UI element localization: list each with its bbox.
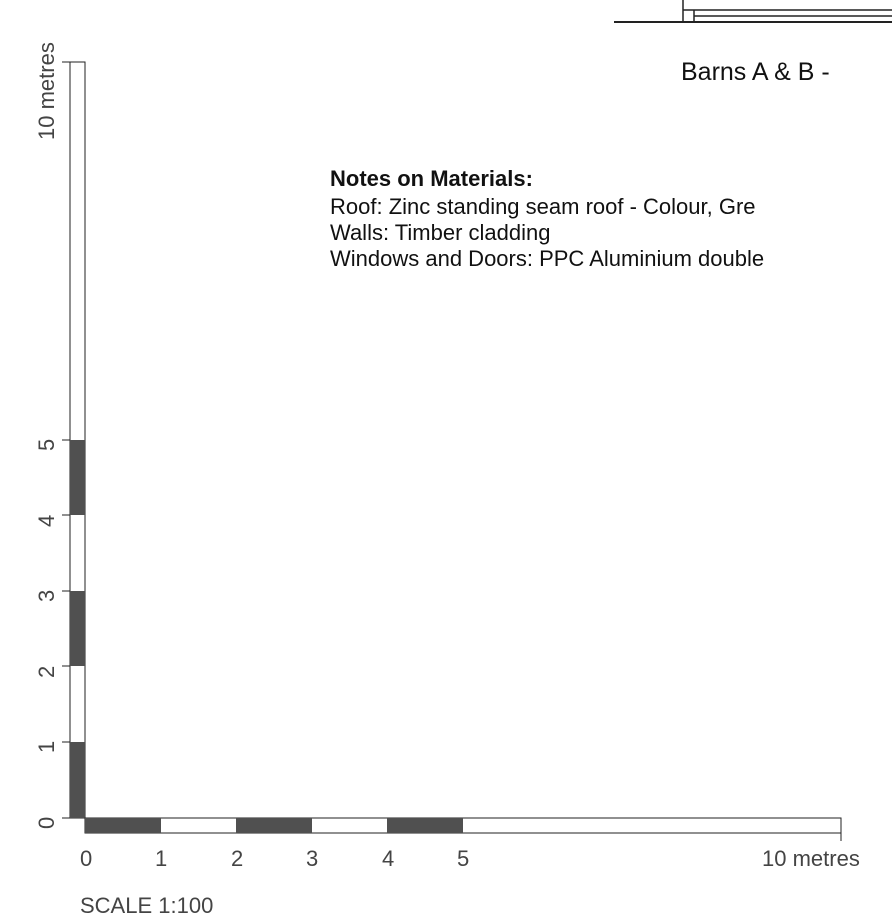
horizontal-tick-label-3: 3 — [306, 846, 319, 871]
vertical-scale-segment-4-5 — [70, 440, 85, 515]
vertical-tick-label-3: 3 — [34, 589, 59, 602]
vertical-tick-label-5: 5 — [34, 438, 59, 451]
building-elevation-fragment — [614, 0, 892, 23]
notes-line-walls: Walls: Timber cladding — [330, 220, 551, 245]
notes-line-windows-doors: Windows and Doors: PPC Aluminium double — [330, 246, 765, 271]
horizontal-tick-label-10: 10 metres — [762, 846, 860, 871]
vertical-tick-label-0: 0 — [34, 816, 59, 829]
materials-notes: Notes on Materials: Roof: Zinc standing … — [330, 168, 764, 274]
horizontal-scale-bar — [84, 817, 842, 841]
horizontal-scale-segment-4-5 — [387, 818, 463, 833]
horizontal-tick-label-2: 2 — [231, 846, 244, 871]
horizontal-scale-segment-0-1 — [85, 818, 161, 833]
horizontal-tick-label-4: 4 — [382, 846, 395, 871]
vertical-tick-label-4: 4 — [34, 514, 59, 527]
notes-heading: Notes on Materials: — [330, 166, 533, 191]
vertical-tick-label-2: 2 — [34, 665, 59, 678]
horizontal-tick-label-5: 5 — [457, 846, 470, 871]
vertical-tick-label-10: 10 metres — [34, 42, 59, 140]
notes-line-roof: Roof: Zinc standing seam roof - Colour, … — [330, 194, 756, 219]
vertical-scale-segment-2-3 — [70, 591, 85, 666]
horizontal-tick-label-1: 1 — [155, 846, 168, 871]
scale-caption: SCALE 1:100 — [80, 893, 214, 918]
vertical-scale-bar — [62, 61, 86, 819]
vertical-tick-label-1: 1 — [34, 740, 59, 753]
vertical-scale-segment-0-1 — [70, 742, 85, 818]
horizontal-tick-label-0: 0 — [80, 846, 93, 871]
drawing-title: Barns A & B - — [681, 58, 830, 86]
horizontal-scale-segment-2-3 — [236, 818, 312, 833]
